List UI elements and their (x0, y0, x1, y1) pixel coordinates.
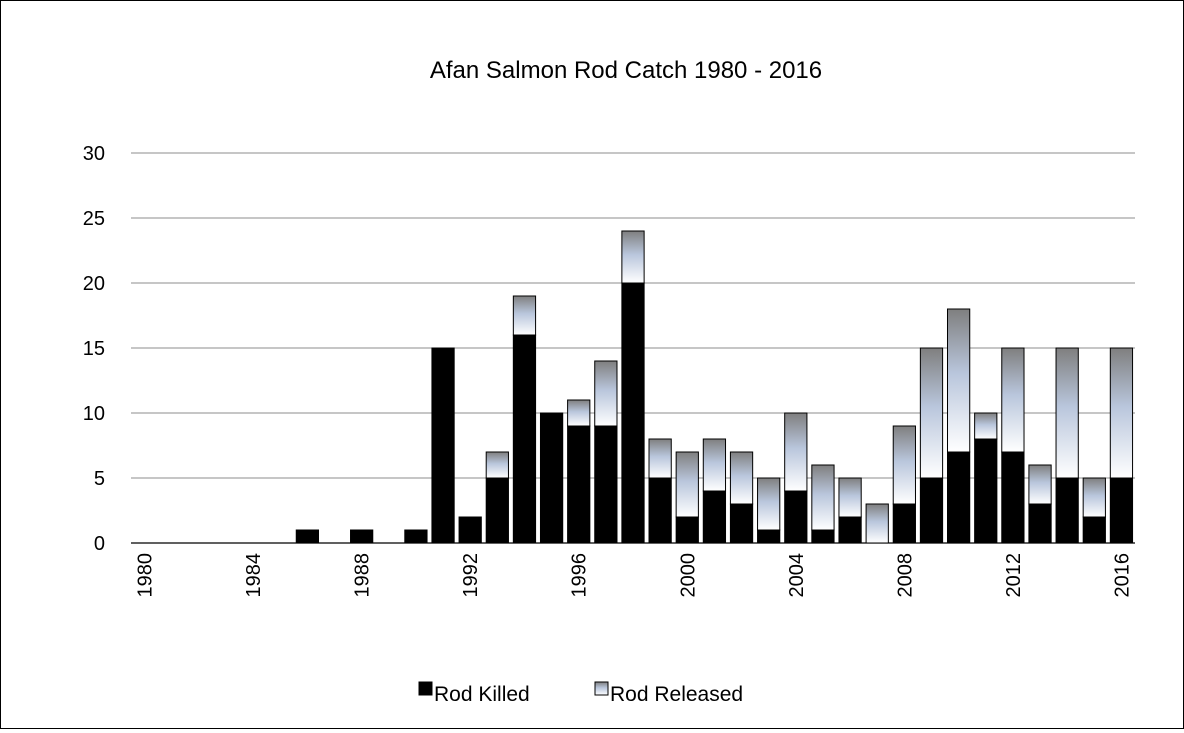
chart-title: Afan Salmon Rod Catch 1980 - 2016 (430, 57, 822, 84)
x-tick-label: 1984 (243, 553, 265, 598)
bar-rod-killed-1993 (485, 477, 509, 544)
x-tick-label: 1988 (352, 553, 374, 598)
x-axis: 1980 1984 1988 1992 1996 2000 2004 2008 2012 2016 (135, 553, 1134, 598)
y-tick-label: 0 (94, 533, 105, 555)
legend-swatch-rod-killed (418, 681, 433, 696)
bar-rod-released-2012 (1001, 347, 1025, 453)
y-axis: 0 5 10 15 20 25 30 (83, 143, 105, 555)
bar-rod-released-2015 (1082, 477, 1106, 518)
bar-rod-killed-2002 (729, 503, 754, 544)
legend-swatch-rod-released (594, 681, 609, 696)
bar-rod-killed-2010 (946, 451, 971, 544)
bar-rod-killed-1992 (458, 516, 482, 544)
bar-rod-killed-2006 (838, 516, 862, 544)
bar-rod-killed-2014 (1055, 477, 1079, 544)
bar-rod-released-2013 (1028, 464, 1052, 505)
x-tick-label: 2008 (894, 553, 916, 598)
y-tick-label: 15 (83, 338, 105, 360)
bar-rod-released-2010 (946, 308, 971, 453)
bar-rod-killed-1999 (648, 477, 672, 544)
bar-rod-released-2005 (811, 464, 835, 531)
bar-rod-killed-2004 (784, 490, 808, 544)
bar-rod-released-1999 (648, 438, 672, 479)
bar-rod-killed-1990 (404, 529, 428, 544)
bar-rod-killed-2005 (811, 529, 835, 544)
bar-rod-killed-2011 (974, 438, 998, 544)
bar-rod-released-2004 (784, 412, 808, 492)
bar-rod-killed-1986 (295, 529, 320, 544)
bar-rod-killed-2000 (675, 516, 699, 544)
bar-rod-released-2008 (892, 425, 916, 505)
bar-rod-released-2009 (919, 347, 944, 479)
bar-rod-released-2014 (1055, 347, 1079, 479)
bar-rod-killed-2016 (1109, 477, 1134, 544)
bar-rod-released-1996 (567, 399, 591, 427)
bar-rod-released-1994 (512, 295, 537, 336)
bar-rod-killed-2009 (919, 477, 944, 544)
bar-rod-released-2003 (757, 477, 781, 531)
bar-rod-released-1993 (485, 451, 509, 479)
bar-rod-killed-1997 (594, 425, 618, 544)
bar-rod-released-2002 (729, 451, 754, 505)
bar-rod-killed-2012 (1001, 451, 1025, 544)
y-tick-label: 20 (83, 273, 105, 295)
bar-rod-killed-2015 (1082, 516, 1106, 544)
x-tick-label: 2000 (677, 553, 699, 598)
legend-label-rod-killed: Rod Killed (434, 683, 530, 706)
bar-rod-released-2006 (838, 477, 862, 518)
bar-rod-released-1997 (594, 360, 618, 427)
legend-label-rod-released: Rod Released (610, 683, 743, 706)
bar-rod-killed-1991 (431, 347, 455, 544)
x-tick-label: 2012 (1003, 553, 1025, 598)
y-tick-label: 30 (83, 143, 105, 165)
bar-rod-killed-1995 (539, 412, 564, 544)
bar-rod-killed-1994 (512, 334, 537, 544)
bar-rod-killed-1998 (621, 282, 645, 544)
legend: Rod Killed Rod Released (418, 681, 743, 706)
bar-rod-killed-1988 (350, 529, 374, 544)
bar-rod-killed-2013 (1028, 503, 1052, 544)
x-tick-label: 1996 (569, 553, 591, 598)
bar-rod-released-2016 (1109, 347, 1134, 479)
bar-rod-released-2000 (675, 451, 699, 518)
bar-rod-killed-2001 (702, 490, 727, 544)
x-tick-label: 1980 (135, 553, 157, 598)
bar-rod-released-2001 (702, 438, 727, 492)
y-tick-label: 25 (83, 208, 105, 230)
bar-rod-killed-2008 (892, 503, 916, 544)
x-tick-label: 2016 (1111, 553, 1133, 598)
y-tick-label: 5 (94, 468, 105, 490)
x-tick-label: 1992 (460, 553, 482, 598)
bar-rod-killed-2003 (757, 529, 781, 544)
x-tick-label: 2004 (786, 553, 808, 598)
bars-layer (295, 230, 1134, 544)
bar-rod-killed-1996 (567, 425, 591, 544)
bar-rod-released-1998 (621, 230, 645, 284)
y-tick-label: 10 (83, 403, 105, 425)
bar-rod-released-2011 (974, 412, 998, 440)
bar-rod-released-2007 (865, 503, 889, 544)
